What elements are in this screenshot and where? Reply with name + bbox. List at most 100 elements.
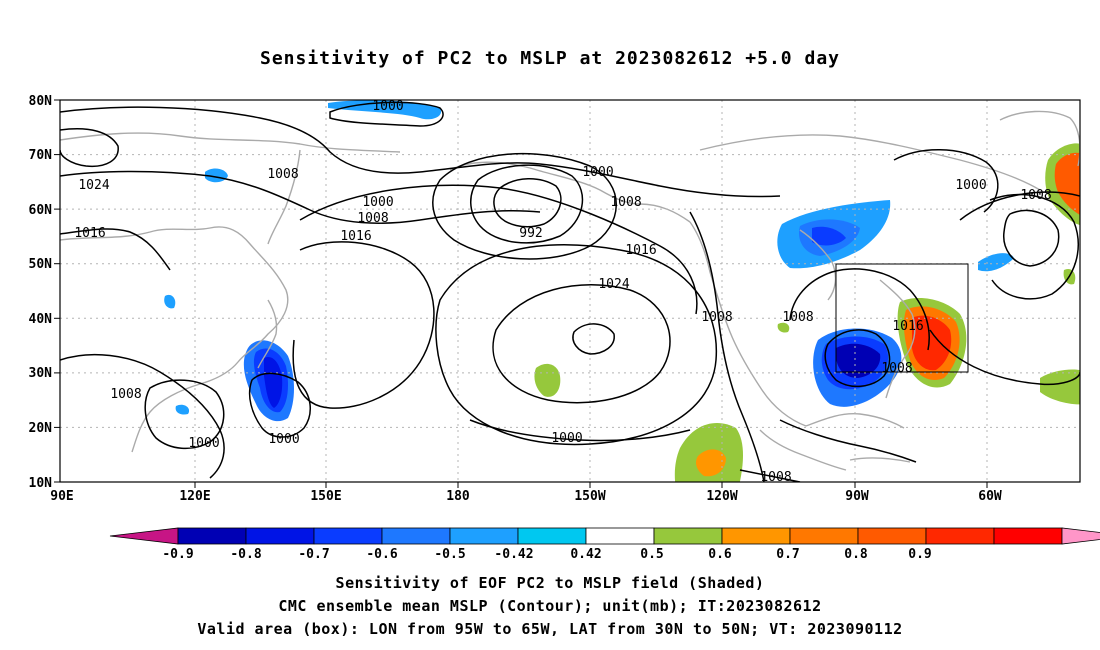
- contour-1008-low: [432, 152, 617, 260]
- contour-1016-nw: [60, 170, 541, 224]
- caption-shaded: Sensitivity of EOF PC2 to MSLP field (Sh…: [335, 574, 765, 592]
- colorbar-cell: [721, 527, 791, 545]
- lon-label: 90W: [845, 489, 869, 504]
- contour-1016-east: [789, 268, 930, 351]
- lon-label: 60W: [978, 489, 1002, 504]
- shade-negative-canada-core: [812, 226, 846, 246]
- colorbar-cell: [857, 527, 927, 545]
- contour-label: 1000: [362, 195, 393, 210]
- contour-label: 1000: [582, 165, 613, 180]
- coast-kamchatka: [267, 149, 301, 245]
- contour-label: 1024: [598, 277, 629, 292]
- colorbar-tick-label: 0.9: [908, 547, 931, 562]
- contour-1000-japan: [248, 372, 311, 438]
- lat-label: 40N: [29, 312, 53, 327]
- contour-1016-west: [60, 228, 171, 271]
- coast-asia-north: [60, 132, 401, 153]
- colorbar-cell: [1061, 527, 1100, 545]
- contour-label: 1000: [955, 178, 986, 193]
- colorbar-cell: [313, 527, 383, 545]
- shade-positive-atlantic-core: [912, 315, 952, 371]
- coast-canada-arctic: [699, 134, 1041, 191]
- contour-992-low: [493, 178, 562, 228]
- lat-label: 80N: [29, 94, 53, 109]
- shade-positive-pacific-1: [534, 363, 561, 397]
- contour-label: 1016: [340, 229, 371, 244]
- lat-label: 50N: [29, 257, 53, 272]
- contour-1016-high: [435, 244, 718, 446]
- shade-negative-japan-core: [264, 356, 283, 408]
- contour-label: 1008: [760, 470, 791, 485]
- lon-label: 120E: [179, 489, 210, 504]
- coast-hudson: [799, 229, 837, 301]
- contour-1016-atlantic: [959, 191, 1080, 221]
- colorbar-tick-label: -0.6: [366, 547, 397, 562]
- colorbar-tick-label: 0.7: [776, 547, 799, 562]
- contour-label: 1008: [782, 310, 813, 325]
- colorbar-cell: [449, 527, 519, 545]
- lat-axis: 80N 70N 60N 50N 40N 30N 20N 10N: [29, 94, 60, 491]
- shade-positive-small-3: [777, 322, 790, 333]
- colorbar-cell: [177, 527, 247, 545]
- lat-label: 10N: [29, 476, 53, 491]
- colorbar-tick-label: 0.42: [570, 547, 601, 562]
- contour-1008-atlantic: [989, 193, 1079, 300]
- contour-1024-high: [492, 284, 671, 404]
- plot-border: [59, 99, 1081, 483]
- shade-negative-gulf-core: [835, 343, 881, 378]
- shade-negative-small-2: [175, 404, 190, 415]
- contour-1008-gulf: [779, 419, 917, 463]
- lon-label: 180: [446, 489, 470, 504]
- caption-valid-area: Valid area (box): LON from 95W to 65W, L…: [197, 620, 903, 638]
- contour-label: 1016: [625, 243, 656, 258]
- lon-label: 150E: [310, 489, 341, 504]
- contour-label: 1008: [1020, 188, 1051, 203]
- contour-1016-south: [469, 419, 691, 442]
- contour-1024-nw: [60, 128, 119, 168]
- coast-central-america: [759, 429, 847, 471]
- contour-label: 1008: [267, 167, 298, 182]
- shade-negative-small-1: [164, 294, 176, 309]
- lon-label: 150W: [574, 489, 605, 504]
- mslp-contours: [60, 101, 1080, 482]
- lat-label: 70N: [29, 148, 53, 163]
- contour-label: 1000: [188, 436, 219, 451]
- lon-axis: 90E 120E 150E 180 150W 120W 90W 60W: [50, 482, 1002, 504]
- valid-area-box: [835, 263, 969, 373]
- colorbar-tick-label: -0.7: [298, 547, 329, 562]
- colorbar-tick-label: -0.8: [230, 547, 261, 562]
- contour-1000-south: [144, 379, 225, 450]
- lat-label: 30N: [29, 366, 53, 381]
- colorbar-cell: [585, 527, 655, 545]
- contour-label: 1008: [881, 361, 912, 376]
- colorbar-tick-label: -0.9: [162, 547, 193, 562]
- contour-label: 1000: [551, 431, 582, 446]
- contour-1008-bottom: [739, 469, 801, 482]
- coast-caribbean: [849, 457, 911, 463]
- colorbar-cell: [245, 527, 315, 545]
- colorbar-cell: [381, 527, 451, 545]
- shade-positive-greenland-core: [1054, 152, 1080, 215]
- lon-label: 90E: [50, 489, 73, 504]
- lat-label: 20N: [29, 421, 53, 436]
- coast-asia: [60, 226, 289, 453]
- colorbar-cell: [653, 527, 723, 545]
- caption-contour: CMC ensemble mean MSLP (Contour); unit(m…: [278, 597, 822, 615]
- contour-1000-atlantic-low: [1003, 209, 1060, 267]
- colorbar-tick-label: 0.8: [844, 547, 868, 562]
- contour-label: 1024: [78, 178, 109, 193]
- sensitivity-shading: [164, 100, 1080, 482]
- coast-east-us: [879, 279, 916, 399]
- contour-1024-atlantic: [929, 329, 1080, 386]
- contour-label: 1000: [372, 99, 403, 114]
- colorbar-cell: [993, 527, 1063, 545]
- colorbar-tick-label: -0.42: [494, 547, 533, 562]
- coastlines: [60, 110, 1080, 471]
- colorbar-cell: [925, 527, 995, 545]
- colorbar-cell: [517, 527, 587, 545]
- contour-1008-north: [60, 106, 781, 198]
- lon-label: 120W: [706, 489, 737, 504]
- map-title: Sensitivity of PC2 to MSLP at 2023082612…: [259, 48, 840, 69]
- contour-label: 1008: [701, 310, 732, 325]
